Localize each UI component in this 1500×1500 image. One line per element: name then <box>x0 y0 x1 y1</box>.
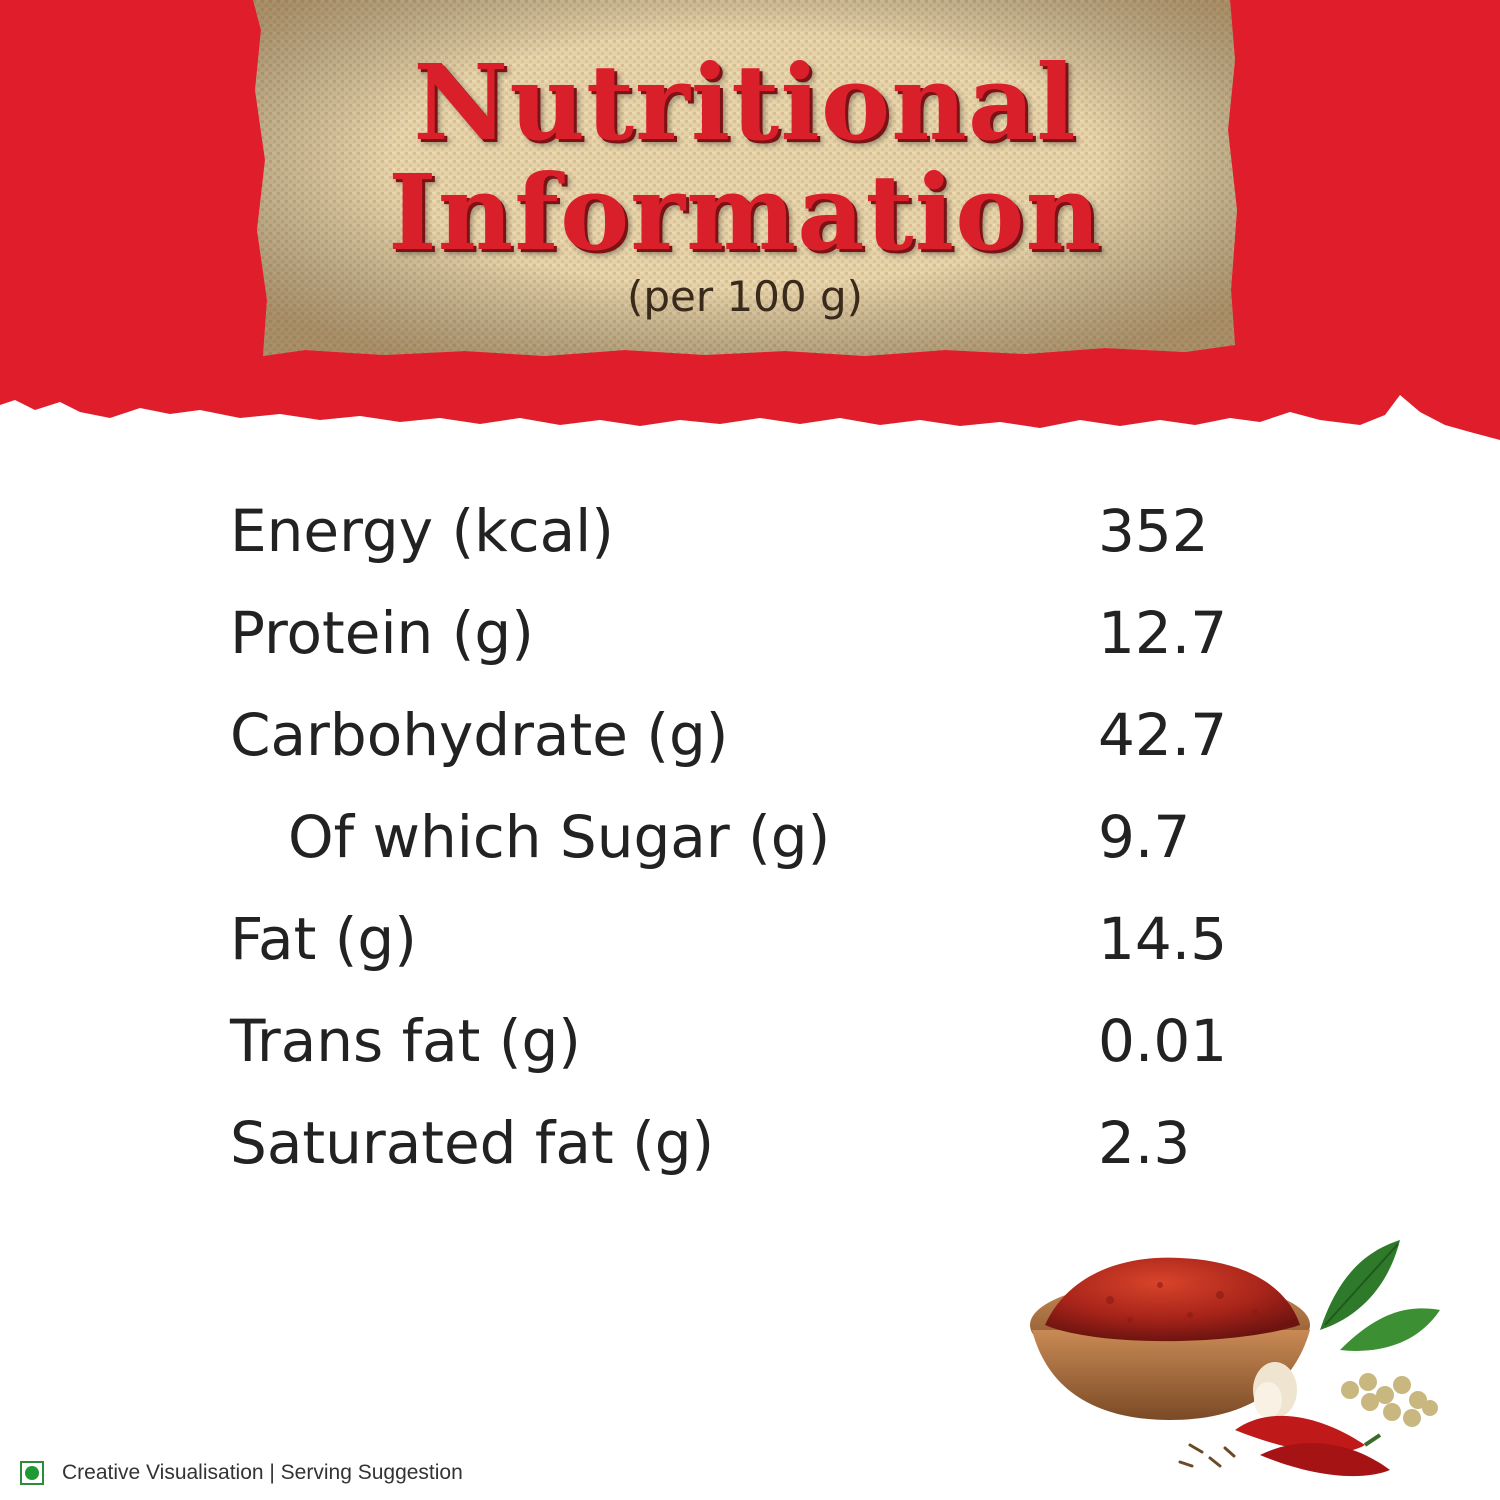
nutrient-label: Trans fat (g) <box>230 1007 581 1075</box>
nutrient-value: 9.7 <box>1098 803 1191 871</box>
burlap-patch <box>253 0 1237 356</box>
nutrient-value: 352 <box>1098 497 1209 565</box>
footer: Creative Visualisation | Serving Suggest… <box>20 1458 463 1488</box>
nutrition-row-saturated-fat: Saturated fat (g) 2.3 <box>230 1092 1330 1194</box>
title-line-2: Information <box>387 151 1103 274</box>
nutrient-value: 14.5 <box>1098 905 1228 973</box>
disclaimer-text: Creative Visualisation | Serving Suggest… <box>62 1461 463 1484</box>
nutrient-value: 12.7 <box>1098 599 1228 667</box>
nutrient-value: 42.7 <box>1098 701 1228 769</box>
veg-mark-icon <box>20 1461 44 1485</box>
serving-basis: (per 100 g) <box>626 272 864 321</box>
nutrition-table: Energy (kcal) 352 Protein (g) 12.7 Carbo… <box>230 480 1330 1194</box>
nutrient-label: Carbohydrate (g) <box>230 701 729 769</box>
nutrient-label: Energy (kcal) <box>230 497 614 565</box>
nutrient-label: Protein (g) <box>230 599 534 667</box>
nutrition-row-trans-fat: Trans fat (g) 0.01 <box>230 990 1330 1092</box>
nutrition-row-fat: Fat (g) 14.5 <box>230 888 1330 990</box>
nutrient-label: Of which Sugar (g) <box>288 803 831 871</box>
nutrition-row-energy: Energy (kcal) 352 <box>230 480 1330 582</box>
title-line-1: Nutritional <box>413 41 1077 164</box>
nutrient-value: 0.01 <box>1098 1007 1228 1075</box>
nutrition-row-sugar: Of which Sugar (g) 9.7 <box>230 786 1330 888</box>
nutrient-label: Fat (g) <box>230 905 417 973</box>
nutrition-row-protein: Protein (g) 12.7 <box>230 582 1330 684</box>
nutrient-label: Saturated fat (g) <box>230 1109 715 1177</box>
nutrition-row-carbohydrate: Carbohydrate (g) 42.7 <box>230 684 1330 786</box>
spice-bowl-icon <box>1030 1240 1440 1477</box>
veg-dot <box>25 1466 39 1480</box>
nutrient-value: 2.3 <box>1098 1109 1191 1177</box>
